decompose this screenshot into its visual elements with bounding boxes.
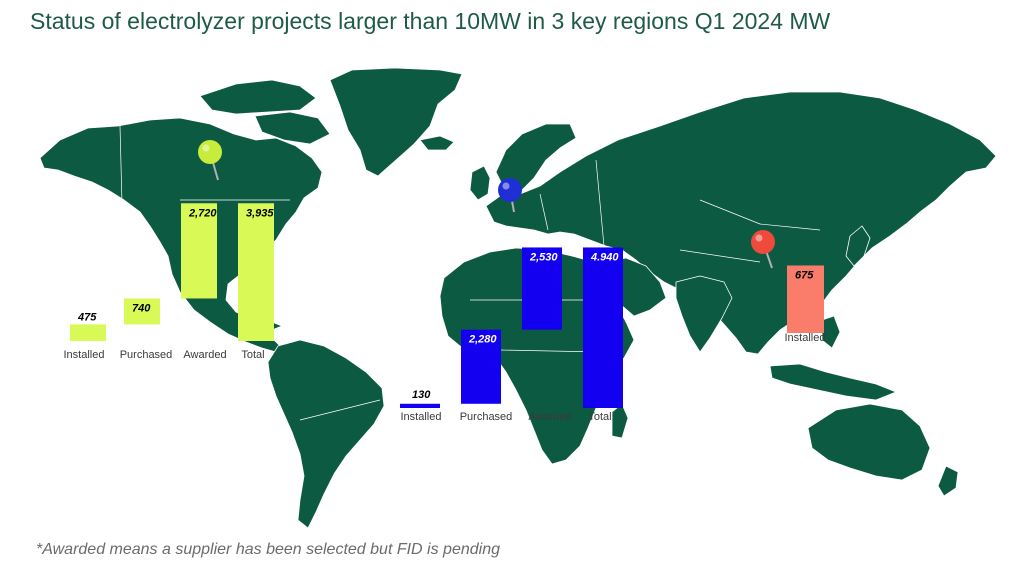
arctic-islands-east bbox=[254, 111, 331, 145]
value-label-installed: 475 bbox=[77, 311, 97, 323]
bar-total bbox=[583, 247, 623, 408]
map-pin-north-america bbox=[198, 140, 222, 164]
category-label-total: Total bbox=[241, 349, 264, 361]
arctic-islands bbox=[199, 79, 317, 115]
bar-awarded bbox=[181, 203, 217, 299]
category-label-total: Total bbox=[588, 411, 611, 423]
bar-installed bbox=[400, 403, 440, 408]
chart-title: Status of electrolyzer projects larger t… bbox=[30, 8, 831, 34]
value-label-total: 3,935 bbox=[246, 207, 274, 219]
iceland bbox=[419, 135, 455, 151]
bar-purchased bbox=[461, 329, 501, 404]
bar-purchased bbox=[124, 298, 160, 325]
footnote: *Awarded means a supplier has been selec… bbox=[36, 541, 500, 558]
japan bbox=[845, 225, 871, 267]
bar-installed bbox=[70, 324, 106, 341]
chart-group-europe: 130 Installed 2,280 Purchased 2,530 Awarded 4.… bbox=[400, 178, 623, 423]
category-label-installed: Installed bbox=[785, 332, 826, 344]
value-label-awarded: 2,530 bbox=[529, 251, 558, 263]
australia bbox=[807, 403, 931, 481]
category-label-installed: Installed bbox=[64, 349, 105, 361]
eurasia bbox=[485, 91, 997, 355]
value-label-installed: 675 bbox=[795, 270, 814, 282]
pin-highlight bbox=[202, 144, 210, 152]
philippines bbox=[821, 315, 841, 349]
pin-highlight bbox=[502, 182, 510, 190]
value-label-installed: 130 bbox=[412, 389, 431, 401]
uk bbox=[469, 165, 491, 201]
south-america bbox=[267, 339, 385, 529]
pin-highlight bbox=[755, 234, 763, 242]
new-zealand bbox=[937, 465, 959, 497]
india bbox=[675, 275, 733, 353]
value-label-total: 4.940 bbox=[590, 251, 619, 263]
country-borders bbox=[119, 125, 821, 421]
value-label-purchased: 2,280 bbox=[468, 334, 497, 346]
bar-total bbox=[238, 203, 274, 341]
value-label-awarded: 2,720 bbox=[188, 207, 217, 219]
bar-installed bbox=[787, 265, 824, 333]
category-label-purchased: Purchased bbox=[460, 411, 513, 423]
category-label-installed: Installed bbox=[401, 411, 442, 423]
bar-awarded bbox=[522, 247, 562, 330]
category-label-awarded: Awarded bbox=[528, 411, 571, 423]
chart-group-china: 675 Installed bbox=[751, 230, 825, 344]
category-label-awarded: Awarded bbox=[183, 349, 226, 361]
category-label-purchased: Purchased bbox=[120, 349, 173, 361]
greenland bbox=[329, 67, 463, 177]
indonesia bbox=[769, 363, 897, 401]
value-label-purchased: 740 bbox=[132, 302, 151, 314]
map-pin-europe bbox=[498, 178, 522, 202]
chart-group-north-america: 475 Installed 740 Purchased 2,720 Awarded 3,93… bbox=[64, 140, 274, 361]
map-pin-china bbox=[751, 230, 775, 254]
